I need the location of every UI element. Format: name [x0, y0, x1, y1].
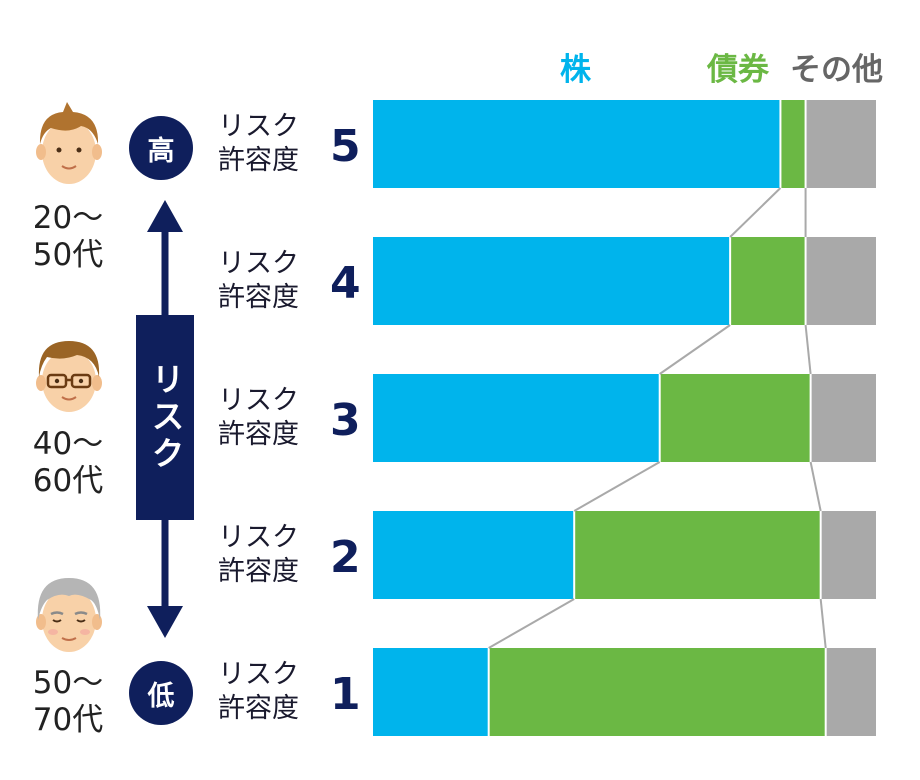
bar-segment-bond-level-5 — [780, 100, 806, 188]
row-label: リスク 許容度 — [218, 658, 328, 726]
age-range: 50～ — [32, 665, 104, 701]
row-label-line2: 許容度 — [218, 419, 299, 450]
connector-line — [659, 324, 731, 375]
bar-segment-other-level-3 — [810, 374, 876, 462]
age-range: 20～ — [32, 200, 104, 236]
risk-arrow — [147, 200, 183, 638]
age-range-suffix: 70代 — [32, 702, 104, 738]
row-label-line1: リスク — [218, 111, 299, 142]
connector-line — [488, 598, 575, 649]
senior-man-icon — [36, 578, 102, 652]
age-group-label: 50～ 70代 — [18, 665, 118, 739]
connector-line — [809, 461, 822, 512]
risk-level-number: 3 — [330, 395, 361, 446]
row-label: リスク 許容度 — [218, 110, 328, 178]
row-label-line2: 許容度 — [218, 145, 299, 176]
row-label: リスク 許容度 — [218, 521, 328, 589]
bar-segment-stock-level-4 — [373, 237, 731, 325]
legend-other: その他 — [790, 52, 883, 88]
bar-segment-other-level-2 — [820, 511, 876, 599]
bar-segment-other-level-1 — [825, 648, 876, 736]
low-risk-badge: 低 — [129, 661, 193, 725]
row-label-line1: リスク — [218, 522, 299, 553]
row-label-line1: リスク — [218, 659, 299, 690]
row-label-line1: リスク — [218, 248, 299, 279]
connector-line — [819, 598, 827, 649]
row-label-line2: 許容度 — [218, 693, 299, 724]
row-label-line2: 許容度 — [218, 556, 299, 587]
glasses-man-icon — [36, 341, 102, 412]
row-label: リスク 許容度 — [218, 384, 328, 452]
bar-segment-bond-level-4 — [730, 237, 806, 325]
high-risk-badge: 高 — [129, 116, 193, 180]
bar-segment-bond-level-1 — [488, 648, 826, 736]
bar-segment-bond-level-3 — [659, 374, 811, 462]
connector-line — [573, 461, 661, 512]
risk-level-number: 1 — [330, 669, 361, 720]
risk-axis-label: リスク — [136, 315, 194, 520]
legend-stock: 株 — [560, 52, 591, 88]
age-range: 40～ — [32, 426, 104, 462]
age-range-suffix: 60代 — [32, 463, 104, 499]
age-range-suffix: 50代 — [32, 237, 104, 273]
bar-segment-other-level-5 — [805, 100, 876, 188]
bar-segment-stock-level-2 — [373, 511, 575, 599]
bar-segment-other-level-4 — [805, 237, 876, 325]
legend-bond: 債券 — [707, 52, 769, 88]
age-group-label: 40～ 60代 — [18, 426, 118, 500]
bar-segment-stock-level-1 — [373, 648, 489, 736]
risk-level-number: 2 — [330, 532, 361, 583]
connector-line — [729, 187, 782, 238]
bar-segment-stock-level-5 — [373, 100, 781, 188]
row-label-line1: リスク — [218, 385, 299, 416]
connector-line — [804, 324, 812, 375]
age-group-label: 20～ 50代 — [18, 200, 118, 274]
bar-segment-stock-level-3 — [373, 374, 660, 462]
bar-segment-bond-level-2 — [574, 511, 821, 599]
young-man-icon — [36, 102, 102, 184]
risk-level-number: 4 — [330, 258, 361, 309]
row-label-line2: 許容度 — [218, 282, 299, 313]
risk-level-number: 5 — [330, 121, 361, 172]
row-label: リスク 許容度 — [218, 247, 328, 315]
